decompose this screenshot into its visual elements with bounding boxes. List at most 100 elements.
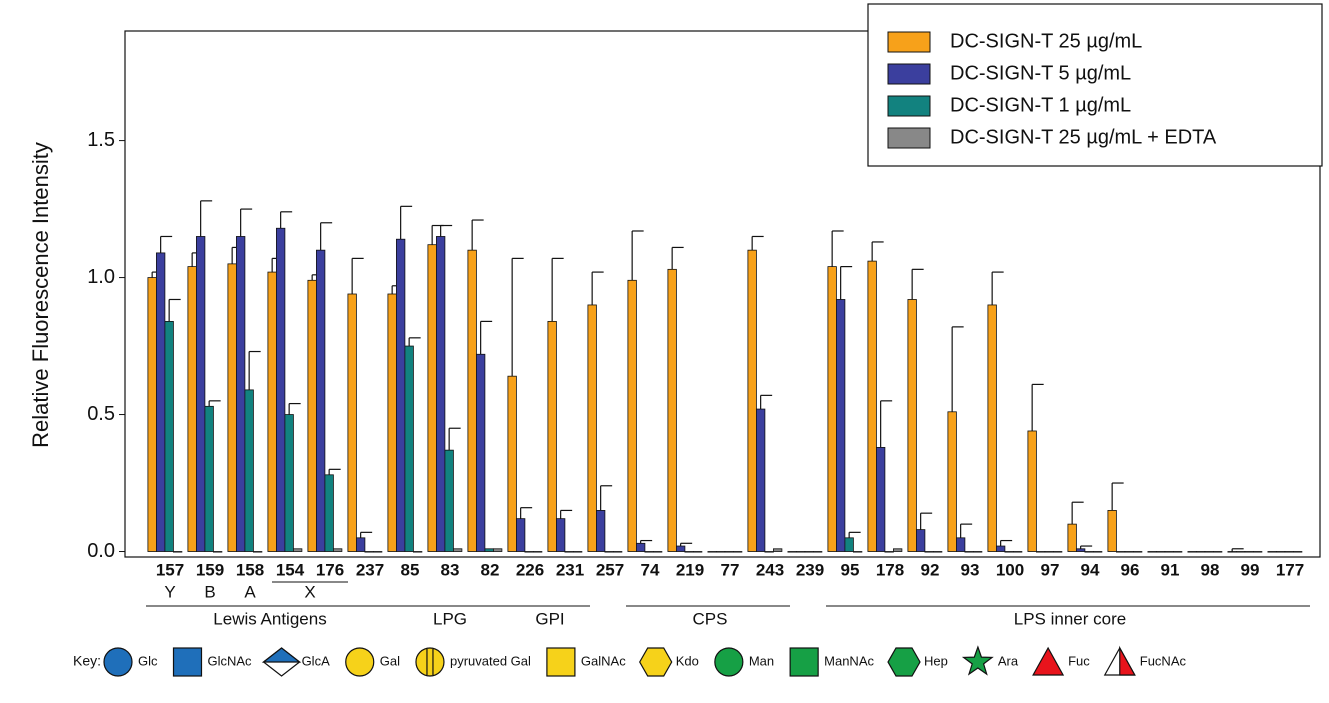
error-bar [961,524,973,538]
bar [173,552,182,553]
error-bar [601,486,613,511]
key-label: Kdo [676,653,699,668]
key-label: FucNAc [1140,653,1187,668]
x-tick-label: 74 [641,560,660,579]
bar [805,552,814,553]
bar [828,267,837,552]
key-label: Hep [924,653,948,668]
error-bar [841,267,853,300]
key-label: Ara [998,653,1019,668]
bar [1253,552,1262,553]
x-tick-label: 97 [1041,560,1060,579]
x-tick-label: 178 [876,560,904,579]
error-bar [881,401,893,448]
error-bar [441,226,453,237]
bar [308,280,317,551]
bar [916,530,925,552]
bar [533,552,542,553]
bar [973,552,982,553]
bar [876,447,885,551]
x-tick-label: 92 [921,560,940,579]
bar [413,552,422,553]
x-tick-label: 226 [516,560,544,579]
bar [676,546,685,551]
bar [756,409,765,551]
bar [388,294,397,552]
error-bar [992,272,1004,305]
bar [1133,552,1142,553]
key-label: GlcNAc [208,653,253,668]
key-symbol [264,648,300,662]
key-symbol [174,648,202,676]
bar [1228,552,1237,553]
bar [1053,552,1062,553]
bar [1236,552,1245,553]
error-bar [832,231,844,267]
subgroup-label: A [244,582,256,601]
x-tick-label: 100 [996,560,1024,579]
x-tick-label: 177 [1276,560,1304,579]
bar [316,250,325,551]
bar [813,552,822,553]
error-bar [409,338,421,346]
bar [188,267,197,552]
error-bar [329,469,341,474]
key-label: GlcA [302,653,331,668]
bar [325,475,334,552]
bar [988,305,997,552]
x-tick-label: 85 [401,560,420,579]
error-bar [592,272,604,305]
bar [628,280,637,551]
bar [668,269,677,551]
subgroup-label: X [304,582,315,601]
key-label: ManNAc [824,653,874,668]
key-symbol [888,648,920,676]
error-bar [849,532,861,537]
error-bar [1072,502,1084,524]
bar [1196,552,1205,553]
x-tick-label: 154 [276,560,305,579]
bar [453,549,462,552]
bar [1005,552,1014,553]
error-bar [169,299,181,321]
bar [228,264,237,552]
bar [1213,552,1222,553]
error-bar [912,269,924,299]
key-symbol [547,648,575,676]
error-bar [161,236,173,252]
error-bar [1112,483,1124,510]
y-axis-label: Relative Fluorescence Intensity [28,142,53,448]
bar [1093,552,1102,553]
error-bar [201,201,213,237]
error-bar [1032,384,1044,431]
key-symbol [1120,648,1135,675]
bar [428,245,437,552]
bar [556,519,565,552]
error-bar [672,247,684,269]
error-bar [752,236,764,250]
bar [853,552,862,553]
bar [1173,552,1182,553]
legend-label: DC-SIGN-T 25 µg/mL + EDTA [950,126,1217,148]
bar [725,552,734,553]
y-tick-label: 1.5 [87,129,115,151]
bar [748,250,757,551]
group-label: LPS inner core [1014,609,1126,628]
key-symbol [346,648,374,676]
legend-swatch [888,32,930,52]
bar [733,552,742,553]
x-tick-label: 157 [156,560,184,579]
error-bar [952,327,964,412]
error-bar [641,541,653,544]
bar [636,543,645,551]
x-tick-label: 95 [841,560,860,579]
error-bar [632,231,644,280]
bar [548,321,557,551]
bar [348,294,357,552]
error-bar [281,212,293,228]
bar [948,412,957,552]
x-tick-label: 231 [556,560,584,579]
bar [373,552,382,553]
bar [836,299,845,551]
error-bar [241,209,253,236]
